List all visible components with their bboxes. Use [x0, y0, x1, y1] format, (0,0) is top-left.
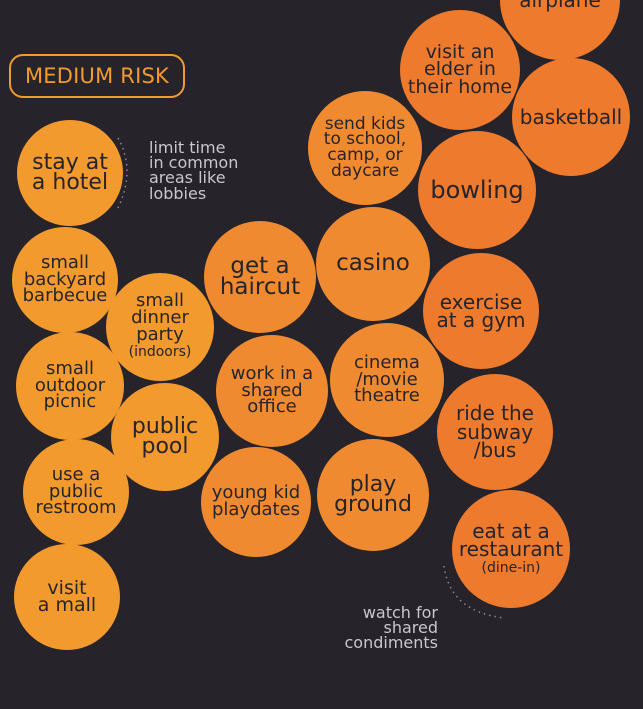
bubble-content: basketball [519, 104, 623, 129]
bubble-sublabel: (indoors) [128, 344, 192, 361]
bubble-content: work in a shared office [230, 363, 314, 418]
bubble-label: get a haircut [219, 252, 301, 300]
bubble-kid-playdates: young kid playdates [201, 447, 311, 557]
bubble-label: exercise at a gym [436, 289, 526, 332]
bubble-content: visit a mall [37, 576, 97, 616]
bubble-content: young kid playdates [211, 482, 301, 520]
bubble-label: public pool [131, 413, 199, 459]
bubble-backyard-bbq: small backyard barbecue [12, 227, 118, 333]
bubble-label: casino [336, 250, 410, 277]
bubble-content: use a public restroom [35, 464, 117, 519]
bubble-content: bowling [430, 175, 524, 204]
bubble-label: basketball [519, 104, 623, 129]
bubble-label: ride the subway /bus [456, 401, 534, 463]
bubble-exercise-gym: exercise at a gym [423, 253, 539, 369]
condiments-note-connector [443, 565, 506, 619]
bubble-basketball: basketball [512, 58, 630, 176]
bubble-content: visit an elder in their home [407, 40, 513, 98]
bubble-content: exercise at a gym [436, 289, 526, 332]
bubble-restaurant: eat at a restaurant (dine-in) [452, 490, 570, 608]
bubble-content: send kids to school, camp, or daycare [323, 113, 407, 181]
bubble-public-pool: public pool [111, 383, 219, 491]
bubble-content: play ground [334, 471, 412, 517]
bubble-get-haircut: get a haircut [204, 221, 316, 333]
bubble-label: eat at a restaurant [458, 518, 564, 562]
condiments-tip-note: watch for shared condiments [344, 603, 438, 653]
bubble-content: ride the subway /bus [456, 401, 534, 463]
bubble-playground: play ground [317, 439, 429, 551]
bubble-content: get a haircut [219, 252, 301, 300]
bubble-content: stay at a hotel [31, 149, 109, 195]
bubble-dinner-party: small dinner party (indoors) [106, 273, 214, 381]
bubble-send-kids: send kids to school, camp, or daycare [308, 91, 422, 205]
bubble-subway-bus: ride the subway /bus [437, 374, 553, 490]
bubble-content: eat at a restaurant (dine-in) [458, 518, 564, 576]
bubble-sublabel: (dine-in) [481, 559, 541, 576]
bubble-label: bowling [430, 175, 524, 204]
bubble-content: small backyard barbecue [22, 252, 108, 307]
bubble-visit-elder: visit an elder in their home [400, 10, 520, 130]
hotel-tip-note: limit time in common areas like lobbies [149, 138, 239, 203]
bubble-casino: casino [316, 207, 430, 321]
bubble-label: young kid playdates [211, 482, 301, 520]
bubble-outdoor-picnic: small outdoor picnic [16, 332, 124, 440]
bubble-cinema: cinema /movie theatre [330, 323, 444, 437]
bubble-label: stay at a hotel [31, 149, 109, 195]
bubble-label: cinema /movie theatre [354, 352, 420, 407]
bubble-stay-hotel: stay at a hotel [17, 120, 123, 226]
bubble-shared-office: work in a shared office [216, 335, 328, 447]
risk-level-badge: MEDIUM RISK [9, 54, 185, 98]
bubble-label: use a public restroom [35, 464, 117, 519]
bubble-content: airplane [519, 0, 601, 10]
bubble-label: small outdoor picnic [34, 358, 106, 413]
bubble-label: small backyard barbecue [22, 252, 108, 307]
bubble-content: small outdoor picnic [34, 358, 106, 413]
bubble-label: airplane [519, 0, 601, 10]
bubble-content: public pool [131, 413, 199, 459]
bubble-label: small dinner party [131, 290, 189, 345]
bubble-visit-mall: visit a mall [14, 544, 120, 650]
bubble-label: visit an elder in their home [407, 40, 513, 98]
bubble-content: small dinner party (indoors) [128, 290, 192, 361]
bubble-content: casino [336, 250, 410, 277]
bubble-content: cinema /movie theatre [354, 352, 420, 407]
bubble-label: visit a mall [37, 576, 97, 616]
bubble-bowling: bowling [418, 131, 536, 249]
bubble-public-restroom: use a public restroom [23, 439, 129, 545]
bubble-label: play ground [334, 471, 412, 517]
bubble-label: send kids to school, camp, or daycare [323, 113, 407, 181]
hotel-note-connector [117, 137, 128, 209]
bubble-label: work in a shared office [230, 363, 314, 418]
